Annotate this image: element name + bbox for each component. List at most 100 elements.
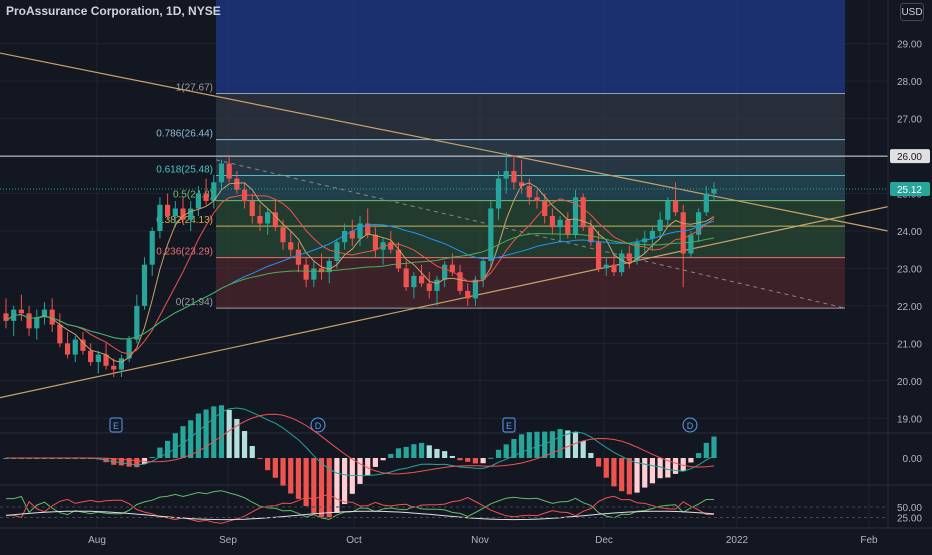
macd-histogram-bar [149, 456, 155, 458]
price-tick-label: 29.00 [897, 40, 922, 51]
macd-histogram-bar [634, 458, 640, 493]
price-tick-label: 24.00 [897, 227, 922, 238]
macd-histogram-bar [696, 453, 702, 458]
price-axis-bg [888, 0, 932, 550]
ma-mid-line [5, 194, 715, 355]
candle-body [241, 189, 248, 202]
candle-body [680, 212, 686, 254]
macd-histogram-bar [657, 458, 663, 479]
candle-body [64, 343, 71, 355]
macd-histogram-bar [488, 457, 494, 459]
macd-histogram-bar [234, 418, 240, 458]
candle-body [472, 279, 479, 299]
level-price-tag [890, 149, 930, 164]
time-tick-label: Feb [860, 535, 878, 546]
macd-histogram-bar [472, 458, 479, 464]
macd-histogram-bar [572, 432, 579, 458]
fib-band-top [216, 0, 845, 94]
candle-body [526, 186, 532, 198]
candle-body [649, 230, 656, 239]
event-marker-label: E [113, 421, 119, 431]
candle-body [111, 365, 117, 370]
macd-histogram-bar [703, 442, 709, 458]
macd-line [6, 407, 715, 477]
candle-body [426, 283, 432, 291]
macd-histogram-bar [157, 447, 163, 458]
candle-body [365, 223, 371, 235]
candle-body [657, 219, 663, 231]
macd-histogram-bar [395, 448, 402, 458]
candle-body [434, 279, 440, 291]
macd-histogram-bar [342, 458, 348, 505]
macd-histogram-bar [642, 458, 648, 488]
fib-level-label: 0.786(26.44) [156, 129, 213, 140]
candle-body [34, 317, 40, 329]
candle-body [465, 290, 471, 299]
candle-body [503, 171, 509, 179]
macd-histogram-bar [418, 442, 425, 458]
candle-body [226, 163, 232, 179]
macd-histogram-bar [365, 458, 371, 476]
macd-histogram-bar [511, 438, 517, 458]
macd-histogram-bar [403, 446, 409, 458]
candle-body [118, 358, 125, 370]
macd-histogram-bar [180, 426, 186, 458]
dividend-marker [682, 417, 698, 433]
macd-histogram-bar [519, 434, 525, 458]
candle-body [203, 193, 209, 202]
fib-level-label: 0.618(25.48) [156, 165, 213, 176]
candle-body [634, 242, 640, 261]
fib-band [216, 257, 845, 309]
candle-body [218, 163, 225, 183]
macd-histogram-bar [218, 405, 225, 458]
macd-histogram-bar [534, 431, 540, 458]
time-tick-label: Nov [471, 535, 489, 546]
macd-histogram-bar [188, 420, 194, 458]
candle-body [457, 272, 463, 291]
fib-band [216, 93, 845, 140]
candle-body [41, 309, 48, 318]
symbol-title: ProAssurance Corporation, 1D, NYSE [6, 4, 221, 18]
candle-body [172, 208, 178, 216]
candle-body [303, 264, 309, 280]
macd-histogram-bar [480, 458, 486, 464]
macd-histogram-bar [557, 429, 563, 458]
time-tick-label: Aug [88, 535, 106, 546]
candle-body [257, 216, 263, 224]
candle-body [672, 201, 679, 213]
macd-histogram-bar [434, 448, 440, 458]
candle-body [3, 313, 9, 321]
macd-histogram-bar [711, 436, 717, 458]
macd-histogram-bar [265, 458, 271, 471]
candle-body [295, 249, 302, 265]
macd-histogram-bar [688, 458, 694, 463]
last-price-tag-label: 25.12 [897, 185, 922, 196]
macd-histogram-bar [241, 431, 248, 458]
macd-histogram-bar [272, 458, 278, 478]
macd-histogram-bar [288, 458, 294, 494]
macd-histogram-bar [172, 433, 178, 458]
macd-histogram-bar [442, 451, 448, 458]
candle-body [534, 197, 540, 202]
macd-histogram-bar [311, 458, 317, 514]
time-tick-label: Oct [346, 535, 362, 546]
macd-histogram-bar [649, 458, 656, 484]
macd-histogram-bar [334, 458, 340, 513]
candle-body [488, 208, 494, 261]
dmi-plus-line [6, 490, 714, 520]
adx-line [5, 510, 715, 521]
price-tick-label: 22.00 [897, 302, 922, 313]
event-marker-label: D [315, 421, 322, 431]
macd-histogram-bar [565, 430, 571, 458]
macd-histogram-bar [203, 409, 209, 458]
candle-body [88, 350, 94, 363]
macd-histogram-bar [588, 452, 594, 458]
event-marker-label: E [506, 421, 512, 431]
currency-button[interactable]: USD [900, 3, 924, 21]
macd-histogram-bar [211, 406, 217, 458]
price-tick-label: 19.00 [897, 414, 922, 425]
trendline-up [0, 206, 889, 399]
candle-body [549, 216, 555, 228]
